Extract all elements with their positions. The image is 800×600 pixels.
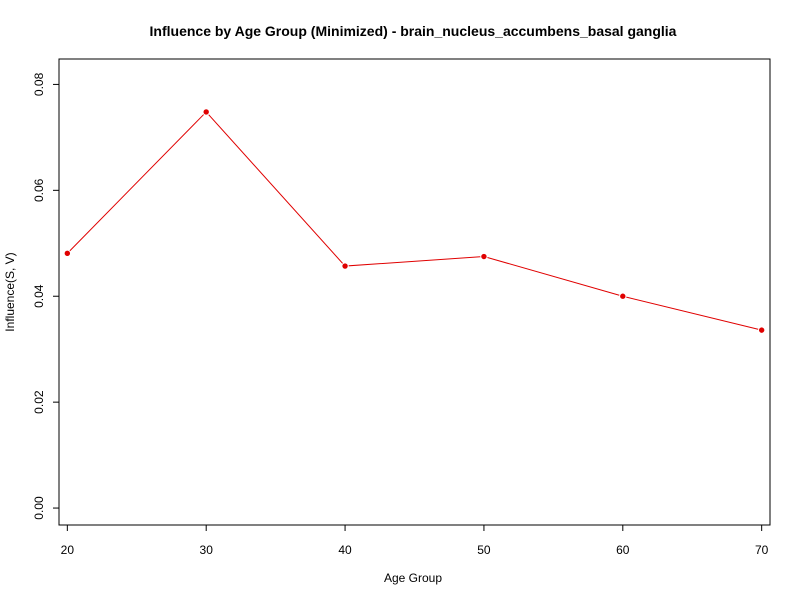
y-tick-label: 0.04 (32, 284, 46, 308)
y-tick-label: 0.02 (32, 390, 46, 414)
x-tick-label: 20 (61, 543, 75, 557)
y-tick-label: 0.06 (32, 178, 46, 202)
data-point (341, 262, 349, 270)
x-tick-label: 50 (477, 543, 491, 557)
x-tick-label: 30 (200, 543, 214, 557)
data-point (757, 326, 766, 334)
data-point (63, 249, 72, 258)
x-tick-label: 40 (338, 543, 352, 557)
data-series (63, 108, 766, 334)
data-point (202, 108, 210, 116)
x-tick-label: 70 (755, 543, 769, 557)
x-axis-label: Age Group (384, 571, 442, 585)
y-tick-label: 0.08 (32, 72, 46, 96)
x-axis: 20 30 40 50 60 70 (61, 525, 769, 557)
chart-title: Influence by Age Group (Minimized) - bra… (150, 23, 677, 39)
y-axis: 0.00 0.02 0.04 0.06 0.08 (32, 72, 59, 520)
y-tick-label: 0.00 (32, 496, 46, 520)
y-axis-label: Influence(S, V) (3, 252, 17, 331)
x-tick-label: 60 (616, 543, 630, 557)
data-point (480, 252, 488, 261)
plot-area-border (58, 58, 771, 526)
data-point (619, 292, 627, 300)
series-line (66, 111, 762, 331)
